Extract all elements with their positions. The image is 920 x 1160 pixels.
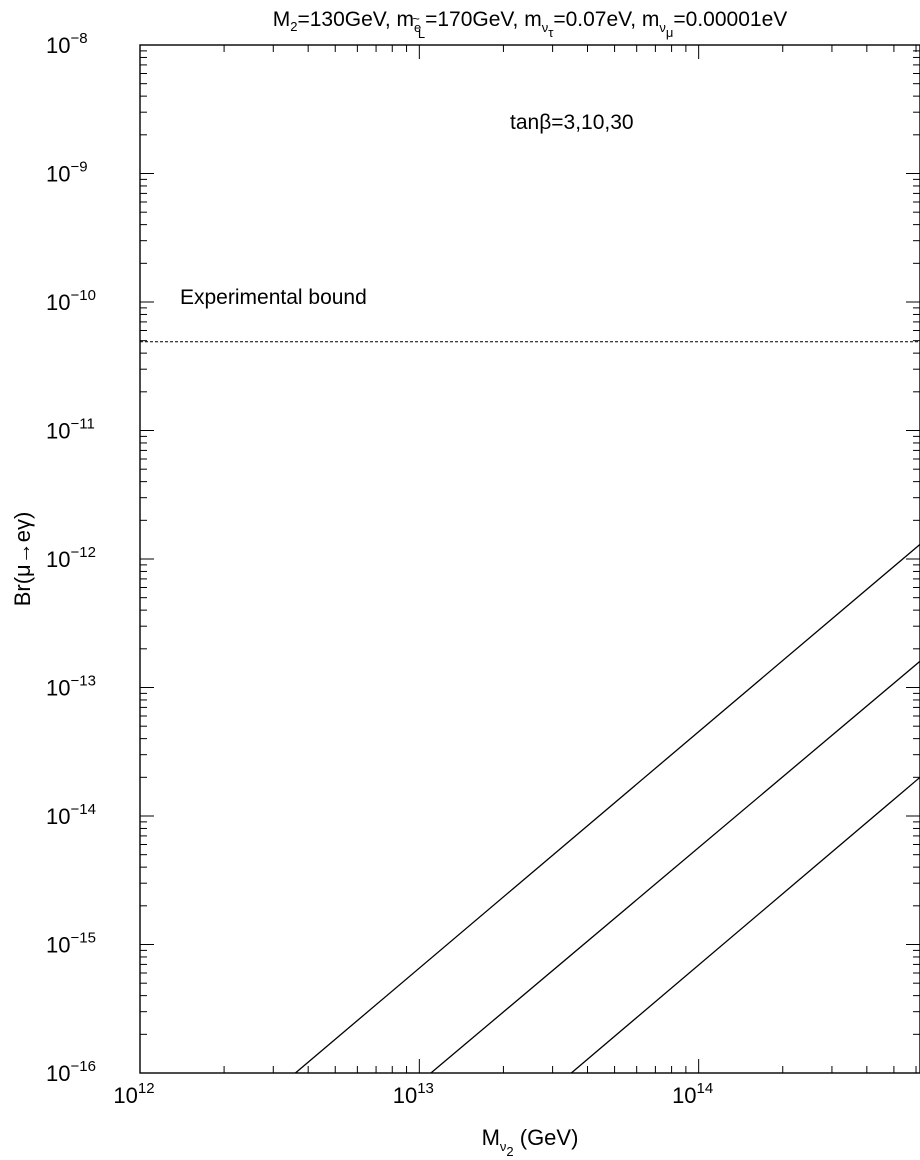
title-mmu-val: =0.00001eV: [673, 8, 787, 31]
title-mmu-subsub: μ: [666, 25, 674, 40]
experimental-bound-label: Experimental bound: [180, 286, 367, 309]
title-m2-sub: 2: [290, 19, 297, 34]
x-tick-label: 1012: [113, 1080, 154, 1108]
chart-title: M2=130GeV, me~ L=170GeV, mντ=0.07eV, mνμ=…: [273, 8, 788, 41]
x-axis-label: Mν2 (GeV): [482, 1125, 579, 1159]
y-tick-label: 10−11: [46, 416, 95, 444]
x-axis-label-main: M: [482, 1125, 500, 1150]
x-tick-label: 1014: [672, 1080, 713, 1108]
title-mtau-subsub: τ: [548, 25, 554, 40]
tanbeta-annotation: tanβ=3,10,30: [510, 111, 634, 134]
series-group: [294, 543, 920, 1074]
x-tick-labels: 1012 1013 1014: [113, 1080, 713, 1108]
y-tick-label: 10−13: [46, 673, 96, 701]
title-mtau-val: =0.07eV,: [553, 8, 642, 31]
title-msl-tilde: ~: [412, 11, 420, 26]
series-line-2: [430, 660, 920, 1074]
major-ticks: [139, 44, 920, 1074]
title-m2-val: =130GeV,: [297, 8, 396, 31]
title-msl-val: =170GeV,: [425, 8, 524, 31]
y-tick-label: 10−8: [46, 30, 88, 58]
y-tick-label: 10−14: [46, 801, 96, 829]
title-mtau-sub: ν: [542, 20, 549, 35]
minor-ticks: [140, 45, 920, 1073]
x-axis-label-subsub: 2: [506, 1144, 513, 1159]
title-msl-subsub: L: [418, 26, 425, 41]
y-tick-label: 10−9: [46, 159, 88, 187]
x-axis-label-unit: (GeV): [514, 1125, 579, 1150]
plot-frame: [139, 44, 920, 1074]
x-axis-label-sub: ν: [500, 1139, 507, 1154]
y-axis-label: Br(μ→eγ): [10, 512, 35, 607]
y-tick-label: 10−10: [46, 287, 96, 315]
title-mmu: m: [642, 8, 660, 31]
title-m2: M: [273, 8, 291, 31]
y-tick-labels: 10−8 10−9 10−10 10−11 10−12 10−13 10−14 10−15 10…: [46, 30, 96, 1086]
title-mtau: m: [524, 8, 542, 31]
series-line-1: [294, 543, 920, 1074]
y-tick-label: 10−12: [46, 544, 96, 572]
title-msl: m: [397, 8, 415, 31]
y-tick-label: 10−16: [46, 1058, 96, 1086]
x-tick-label: 1013: [393, 1080, 434, 1108]
y-tick-label: 10−15: [46, 930, 96, 958]
series-line-3: [570, 776, 920, 1074]
title-msl-sub: e: [414, 20, 421, 35]
title-mmu-sub: ν: [659, 20, 666, 35]
